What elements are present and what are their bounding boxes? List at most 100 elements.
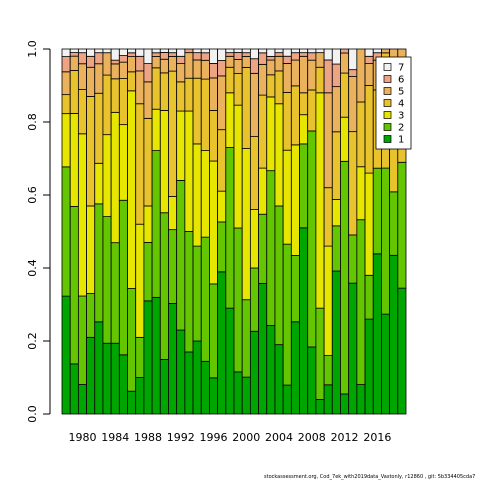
- bar-segment-2008-age-7: [307, 48, 317, 54]
- bar-segment-1993-age-3: [184, 110, 194, 232]
- bar-segment-1979-age-2: [69, 206, 79, 365]
- bar-segment-2005-age-4: [282, 91, 292, 151]
- bar-segment-2014-age-2: [356, 219, 366, 385]
- bar-segment-2005-age-2: [282, 243, 292, 386]
- bar-segment-2017-age-2: [381, 167, 391, 315]
- bar-segment-2003-age-5: [266, 59, 276, 76]
- bar-segment-1984-age-5: [110, 63, 120, 80]
- bar-segment-1981-age-2: [86, 293, 96, 338]
- bar-segment-1999-age-1: [233, 371, 243, 415]
- bar-layer: [61, 48, 407, 415]
- bar-segment-1990-age-6: [159, 52, 169, 60]
- bar-segment-1978-age-2: [61, 166, 71, 297]
- bar-segment-2007-age-7: [299, 48, 309, 54]
- bar-segment-2015-age-4: [364, 85, 374, 174]
- bar-segment-1985-age-2: [118, 199, 128, 356]
- bar-segment-2004-age-2: [274, 205, 284, 346]
- bar-segment-2004-age-7: [274, 48, 284, 54]
- bar-segment-1980-age-5: [77, 63, 87, 90]
- bar-segment-1978-age-4: [61, 94, 71, 115]
- bar-segment-2004-age-5: [274, 55, 284, 72]
- bar-segment-2006-age-2: [290, 255, 300, 323]
- bar-segment-2003-age-4: [266, 74, 276, 98]
- bar-segment-2003-age-1: [266, 325, 276, 415]
- bar-segment-2012-age-5: [340, 52, 350, 74]
- bar-segment-1978-age-5: [61, 71, 71, 96]
- bar-segment-1979-age-4: [69, 70, 79, 114]
- bar-segment-2019-age-2: [397, 161, 407, 289]
- bar-segment-2008-age-6: [307, 52, 317, 61]
- bar-segment-1982-age-1: [94, 321, 104, 415]
- bar-segment-2004-age-3: [274, 103, 284, 207]
- bar-segment-1981-age-4: [86, 96, 96, 207]
- bar-segment-1980-age-3: [77, 133, 87, 297]
- bar-segment-1997-age-5: [217, 75, 227, 131]
- bar-segment-1983-age-4: [102, 74, 112, 136]
- bar-segment-1983-age-2: [102, 216, 112, 344]
- bar-segment-2006-age-1: [290, 321, 300, 415]
- bar-segment-2011-age-3: [331, 199, 341, 227]
- bar-segment-2008-age-1: [307, 346, 317, 415]
- bar-segment-2001-age-4: [249, 136, 259, 211]
- bar-segment-2012-age-3: [340, 116, 350, 162]
- bar-segment-2009-age-1: [315, 398, 325, 415]
- bar-segment-1999-age-6: [233, 52, 243, 60]
- bar-segment-2010-age-4: [323, 187, 333, 247]
- x-tick-label: 1984: [101, 431, 129, 444]
- bar-segment-1985-age-5: [118, 61, 128, 79]
- bar-segment-1999-age-2: [233, 227, 243, 373]
- bar-segment-1988-age-7: [143, 48, 153, 65]
- bar-segment-1987-age-5: [135, 70, 145, 105]
- bar-segment-2000-age-5: [241, 55, 251, 68]
- legend-swatch-7: [383, 63, 392, 71]
- legend-swatch-6: [383, 75, 392, 83]
- bar-segment-2011-age-4: [331, 131, 341, 200]
- bar-segment-1988-age-1: [143, 300, 153, 415]
- bar-segment-1995-age-7: [200, 48, 210, 54]
- bar-segment-2003-age-6: [266, 55, 276, 61]
- bar-segment-1979-age-1: [69, 363, 79, 415]
- bar-segment-1997-age-4: [217, 129, 227, 192]
- bar-segment-1982-age-6: [94, 52, 104, 65]
- x-tick-label: 1988: [134, 431, 162, 444]
- bar-segment-2015-age-6: [364, 55, 374, 64]
- bar-segment-1992-age-7: [176, 48, 186, 57]
- bar-segment-1987-age-7: [135, 48, 145, 57]
- bar-segment-1996-age-4: [209, 110, 219, 162]
- bar-segment-1988-age-6: [143, 63, 153, 83]
- bar-segment-2000-age-4: [241, 67, 251, 149]
- bar-segment-1986-age-5: [127, 56, 137, 73]
- bar-segment-2002-age-7: [258, 48, 268, 54]
- bar-segment-1981-age-5: [86, 66, 96, 97]
- bar-segment-2009-age-2: [315, 307, 325, 400]
- x-tick-label: 2012: [331, 431, 359, 444]
- legend-box: [375, 56, 412, 150]
- bar-segment-2015-age-1: [364, 318, 374, 415]
- bar-segment-2006-age-4: [290, 85, 300, 146]
- y-tick-label: 1.0: [26, 40, 39, 58]
- bar-segment-2002-age-6: [258, 52, 268, 65]
- legend-swatch-2: [383, 123, 392, 131]
- bar-segment-2016-age-1: [372, 253, 382, 415]
- bar-segment-2004-age-4: [274, 70, 284, 105]
- bar-segment-2005-age-6: [282, 55, 292, 64]
- bar-segment-1990-age-3: [159, 110, 169, 214]
- legend-swatch-4: [383, 99, 392, 107]
- bar-segment-2014-age-3: [356, 166, 366, 221]
- bar-segment-2007-age-1: [299, 227, 309, 415]
- bar-segment-1997-age-1: [217, 271, 227, 415]
- bar-segment-1993-age-2: [184, 231, 194, 353]
- bar-segment-1983-age-7: [102, 48, 112, 54]
- bar-segment-1989-age-4: [151, 67, 161, 110]
- bar-segment-1984-age-1: [110, 342, 120, 415]
- bar-segment-1994-age-2: [192, 245, 202, 342]
- y-tick-label: 0.6: [26, 186, 39, 204]
- bar-segment-2001-age-1: [249, 330, 259, 415]
- bar-segment-2010-age-1: [323, 384, 333, 415]
- bar-segment-1996-age-3: [209, 160, 219, 285]
- bar-segment-2004-age-1: [274, 344, 284, 415]
- bar-segment-1986-age-4: [127, 71, 137, 92]
- bar-segment-2011-age-5: [331, 86, 341, 133]
- bar-segment-1989-age-5: [151, 56, 161, 69]
- bar-segment-1998-age-3: [225, 92, 235, 148]
